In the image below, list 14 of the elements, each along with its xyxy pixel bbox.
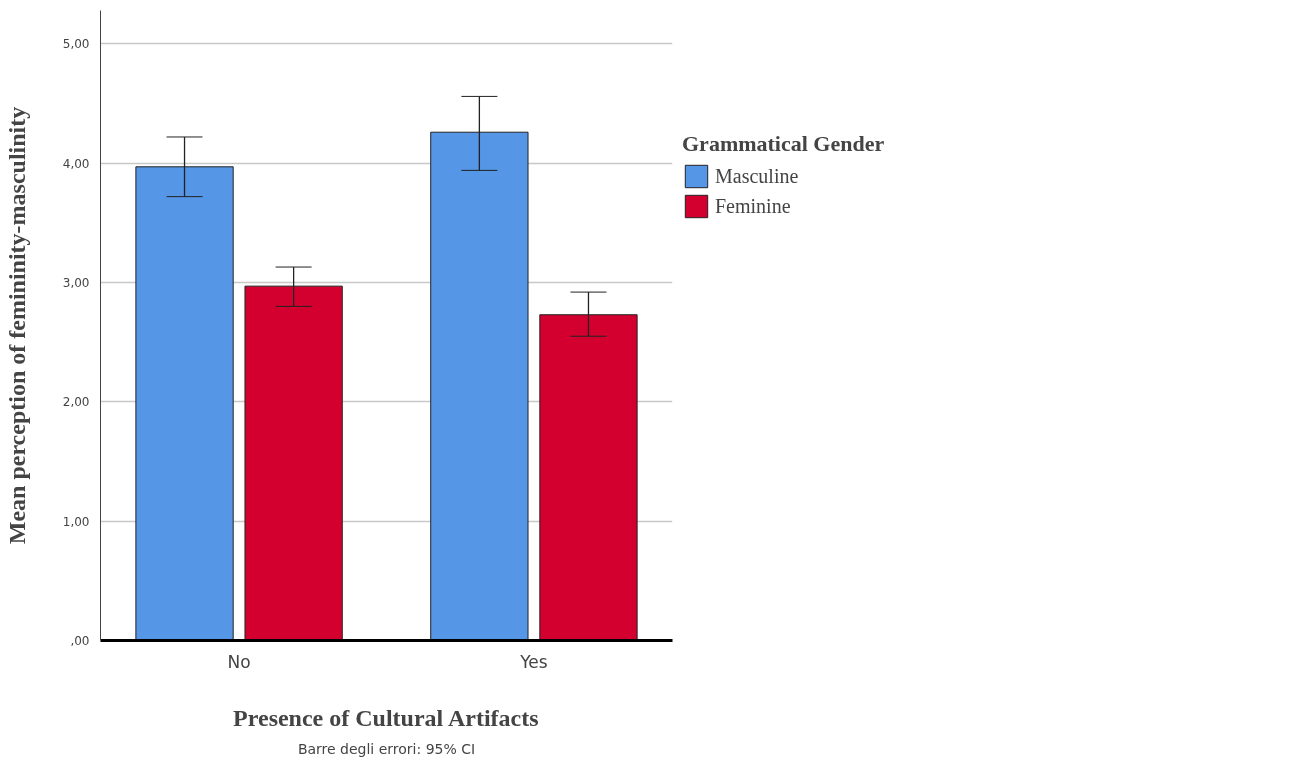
text: Barre degli errori: 95% CI bbox=[297, 740, 476, 757]
y-tick-label: 1,00 bbox=[62, 514, 90, 529]
legend-label: Feminine bbox=[715, 194, 791, 218]
y-tick-label: 4,00 bbox=[62, 156, 90, 171]
x-tick-label: Yes bbox=[519, 651, 548, 672]
y-tick-label: 2,00 bbox=[62, 395, 90, 410]
legend-label: Masculine bbox=[715, 164, 799, 188]
legend-title: Grammatical Gender bbox=[682, 131, 885, 157]
x-tick-label: No bbox=[227, 651, 251, 672]
y-tick-label: ,00 bbox=[70, 634, 90, 648]
x-axis-title: Presence of Cultural Artifacts bbox=[233, 704, 539, 731]
y-tick-label: 3,00 bbox=[62, 276, 90, 291]
y-tick-label: 5,00 bbox=[62, 37, 90, 52]
y-axis-title: Mean perception of femininity-masculinity bbox=[3, 106, 30, 545]
